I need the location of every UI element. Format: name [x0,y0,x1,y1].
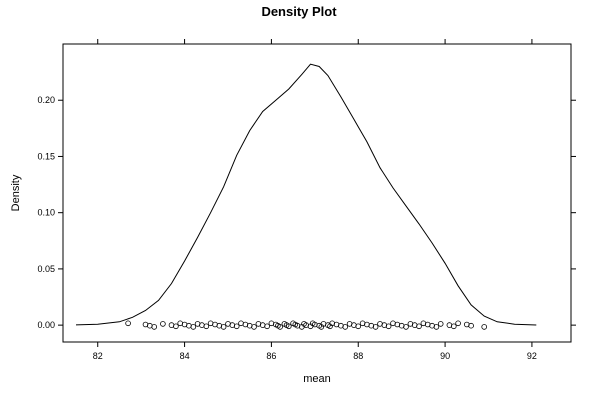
chart-title: Density Plot [261,4,337,19]
rug-point [450,323,457,330]
x-tick-label: 84 [180,351,190,361]
x-tick-label: 92 [527,351,537,361]
rug-point [125,320,131,327]
rug-point [342,324,349,330]
rug-point [233,323,240,330]
y-tick-label: 0.20 [37,95,55,105]
x-tick-label: 88 [353,351,363,361]
rug-point [203,323,210,330]
rug-point [433,324,440,330]
y-tick-label: 0.15 [37,151,55,161]
y-tick-label: 0.10 [37,208,55,218]
rug-point [160,321,166,327]
rug-point [468,322,474,329]
rug-point [455,320,461,327]
rug-point [285,323,292,330]
rug-point [173,323,179,330]
x-tick-label: 82 [93,351,103,361]
y-axis: 0.00 0.05 0.10 0.15 0.20 [37,95,576,330]
plot-frame [62,43,572,343]
rug-point [264,323,270,330]
rug-point [151,324,158,330]
rug-point [355,323,362,330]
rug-point [403,324,409,330]
x-tick-label: 86 [266,351,276,361]
x-axis-label: mean [303,373,331,385]
x-axis: 82 84 86 88 90 92 [93,39,537,361]
rug-points [125,320,488,330]
x-tick-label: 90 [440,351,450,361]
rug-point [481,324,488,330]
rug-point [251,324,257,330]
rug-point [190,324,197,330]
rug-point [372,324,379,330]
y-tick-label: 0.05 [37,264,55,274]
y-axis-label: Density [10,174,22,211]
y-tick-label: 0.00 [37,320,55,330]
density-curve [75,63,537,326]
rug-point [277,324,283,330]
rug-point [416,323,422,330]
rug-point [437,321,444,327]
rug-point [385,323,392,330]
rug-point [220,324,227,330]
